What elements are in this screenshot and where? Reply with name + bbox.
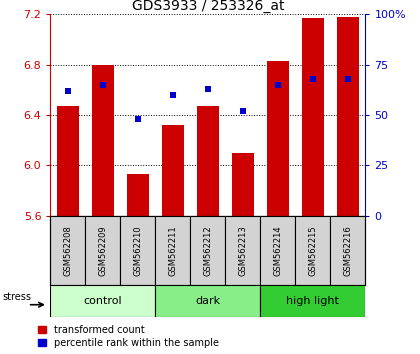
Bar [57,106,79,216]
Text: GSM562213: GSM562213 [239,225,247,276]
Point [134,116,141,122]
Bar [155,216,190,285]
Bar [155,285,260,317]
Text: GSM562214: GSM562214 [273,225,282,276]
Bar [162,125,184,216]
Bar [260,285,365,317]
Bar [197,106,219,216]
Bar [260,216,295,285]
Text: GSM562212: GSM562212 [203,225,213,276]
Title: GDS3933 / 253326_at: GDS3933 / 253326_at [131,0,284,13]
Bar [302,18,324,216]
Point [275,82,281,87]
Text: stress: stress [3,292,31,302]
Bar [126,174,149,216]
Text: GSM562211: GSM562211 [168,225,177,276]
Point [170,92,176,98]
Bar [121,216,155,285]
Text: high light: high light [286,296,339,306]
Point [239,108,246,114]
Bar [231,153,254,216]
Bar [331,216,365,285]
Bar [336,17,359,216]
Bar [85,216,121,285]
Point [205,86,211,92]
Text: GSM562208: GSM562208 [63,225,72,276]
Bar [50,216,85,285]
Bar [50,285,155,317]
Point [100,82,106,87]
Bar [92,65,114,216]
Point [310,76,316,81]
Text: dark: dark [195,296,220,306]
Point [65,88,71,94]
Bar [226,216,260,285]
Bar [190,216,226,285]
Point [344,76,351,81]
Legend: transformed count, percentile rank within the sample: transformed count, percentile rank withi… [39,325,219,348]
Text: GSM562210: GSM562210 [134,225,142,276]
Text: GSM562216: GSM562216 [344,225,352,276]
Text: GSM562209: GSM562209 [98,225,108,276]
Bar [267,61,289,216]
Bar [295,216,331,285]
Text: GSM562215: GSM562215 [308,225,318,276]
Text: control: control [84,296,122,306]
